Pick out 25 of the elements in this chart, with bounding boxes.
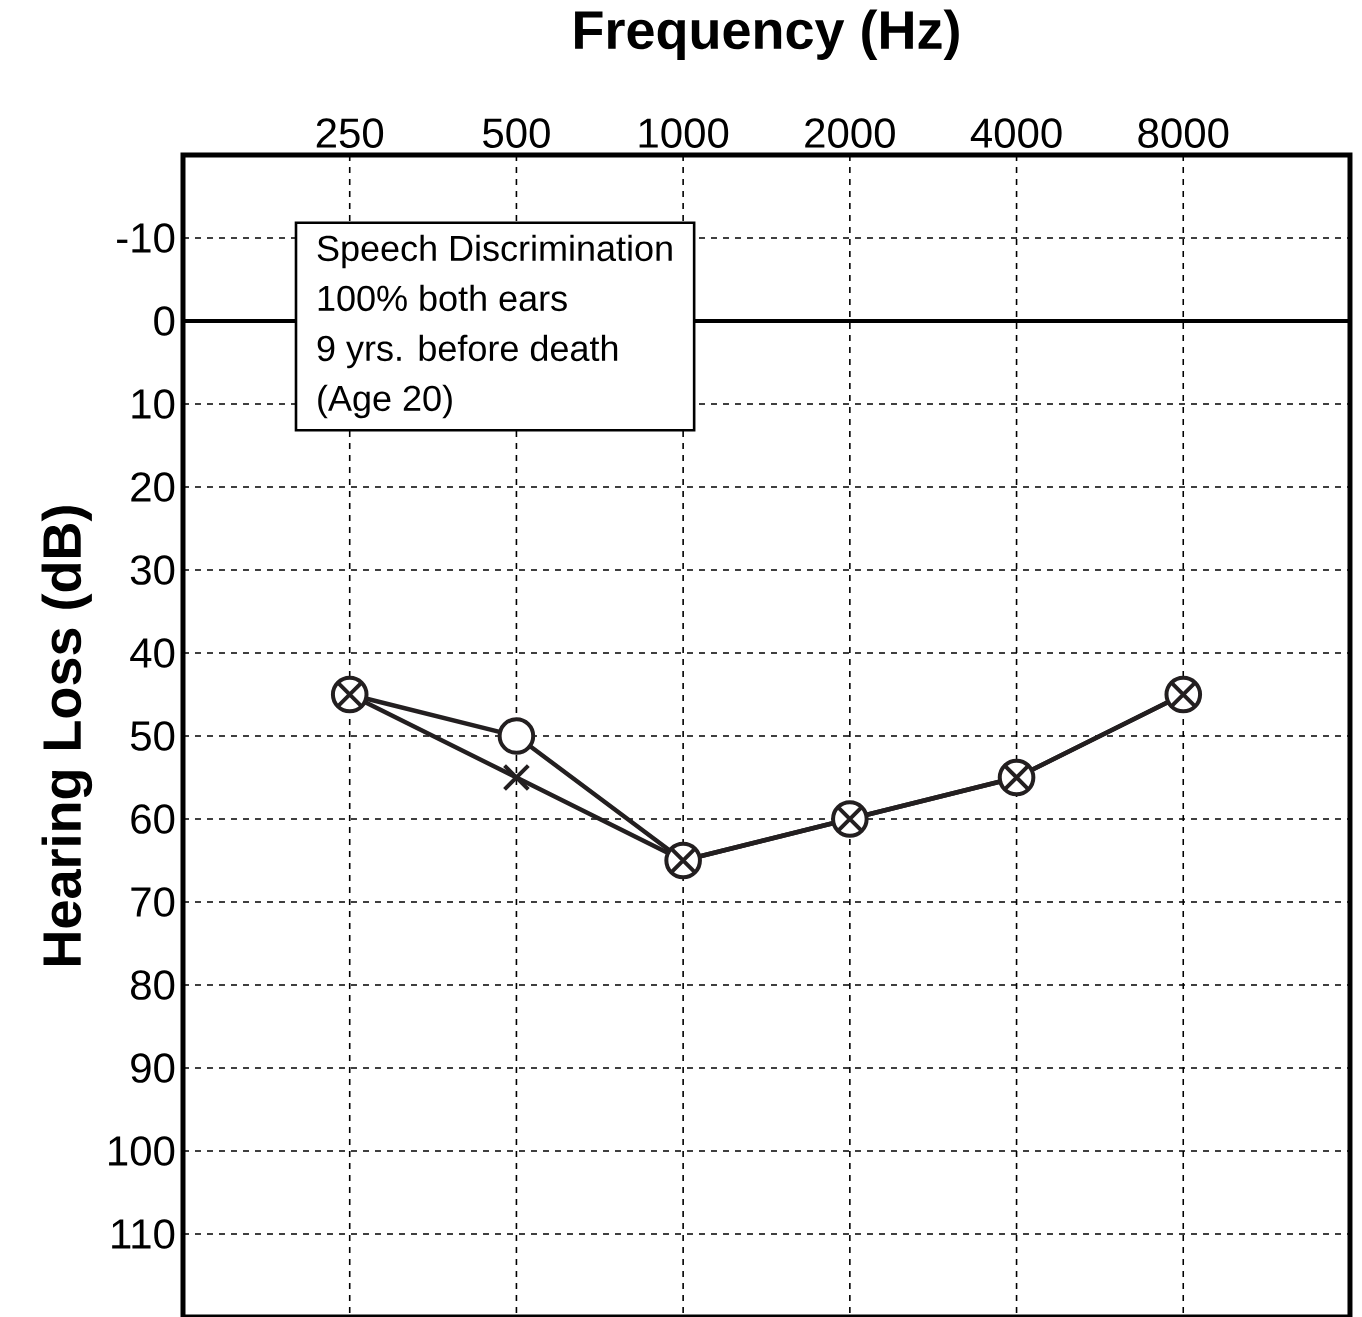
annotation: (Age 20) [318, 384, 452, 419]
y-tick-label: -10 [117, 223, 175, 253]
x-tick-label: 250 [316, 118, 384, 148]
annotation: 100% both ears [318, 284, 567, 312]
y-tick-label: 110 [112, 1219, 175, 1249]
y-tick-label: 80 [131, 970, 175, 1000]
x-tick-label: 1000 [639, 118, 729, 148]
y-tick-label: 90 [131, 1053, 175, 1083]
y-tick-label: 20 [131, 472, 175, 502]
x-axis-title: Frequency (Hz) [575, 9, 959, 60]
y-tick-label: 60 [131, 804, 175, 834]
x-tick-label: 500 [483, 118, 550, 148]
y-tick-label: 50 [130, 721, 175, 751]
y-tick-label: 30 [130, 555, 175, 585]
x-tick-label: 2000 [805, 118, 895, 148]
y-tick-label: 0 [154, 306, 175, 336]
y-axis-title: Hearing Loss (dB) [41, 506, 93, 965]
annotation: 9 yrs. before death [317, 334, 618, 369]
y-tick-label: 70 [131, 887, 175, 917]
y-tick-label: 40 [130, 638, 175, 668]
x-tick-label: 4000 [970, 118, 1062, 148]
x-tick-label: 8000 [1138, 118, 1229, 148]
annotation: Speech Discrimination [317, 234, 672, 269]
y-tick-label: 100 [109, 1136, 175, 1166]
y-tick-label: 10 [132, 389, 175, 419]
